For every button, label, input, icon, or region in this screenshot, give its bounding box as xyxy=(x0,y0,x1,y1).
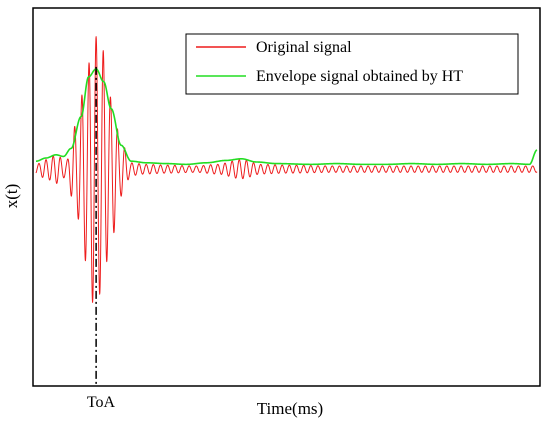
x-axis-label: Time(ms) xyxy=(257,399,323,418)
x-tick-label-toa: ToA xyxy=(87,394,116,411)
legend-label-original: Original signal xyxy=(256,39,352,56)
y-axis-label: x(t) xyxy=(2,184,21,209)
plot-frame xyxy=(32,7,541,387)
legend: Original signal Envelope signal obtained… xyxy=(185,33,519,95)
legend-label-envelope: Envelope signal obtained by HT xyxy=(256,68,463,85)
series-envelope-signal xyxy=(35,68,538,166)
legend-box xyxy=(185,33,519,95)
plot-area xyxy=(35,36,538,386)
series-original-signal xyxy=(35,36,538,303)
